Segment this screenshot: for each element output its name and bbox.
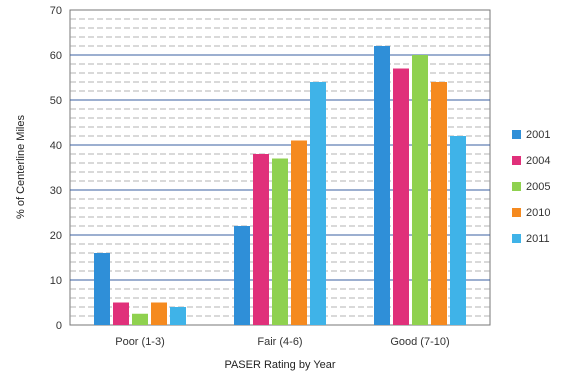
x-axis-title: PASER Rating by Year xyxy=(224,359,335,371)
y-tick-label: 10 xyxy=(50,275,62,287)
bar-2011-0 xyxy=(170,307,186,325)
x-tick-label: Poor (1-3) xyxy=(115,336,165,348)
bar-2004-2 xyxy=(393,68,409,325)
y-tick-label: 40 xyxy=(50,140,62,152)
y-axis-title: % of Centerline Miles xyxy=(15,115,27,219)
y-tick-label: 60 xyxy=(50,50,62,62)
bar-2001-1 xyxy=(234,226,250,325)
bar-2004-0 xyxy=(113,302,129,325)
x-tick-label: Good (7-10) xyxy=(390,336,449,348)
legend-label: 2001 xyxy=(526,129,550,141)
bar-series-group xyxy=(94,46,466,325)
legend-label: 2005 xyxy=(526,181,550,193)
bar-2010-2 xyxy=(431,82,447,325)
bar-2005-1 xyxy=(272,158,288,325)
bar-2005-0 xyxy=(132,313,148,325)
bar-2011-1 xyxy=(310,82,326,325)
x-axis-ticks: Poor (1-3) Fair (4-6) Good (7-10) xyxy=(115,336,449,348)
legend-label: 2010 xyxy=(526,207,550,219)
y-tick-label: 70 xyxy=(50,5,62,17)
bar-2010-0 xyxy=(151,302,167,325)
legend-label: 2004 xyxy=(526,155,550,167)
bar-2001-0 xyxy=(94,253,110,325)
y-tick-label: 20 xyxy=(50,230,62,242)
legend-swatch xyxy=(512,130,521,139)
bar-2011-2 xyxy=(450,136,466,325)
x-tick-label: Fair (4-6) xyxy=(257,336,302,348)
legend-swatch xyxy=(512,208,521,217)
legend-swatch xyxy=(512,182,521,191)
y-tick-label: 0 xyxy=(56,320,62,332)
bar-2001-2 xyxy=(374,46,390,325)
bar-2005-2 xyxy=(412,55,428,325)
bar-2004-1 xyxy=(253,154,269,325)
y-axis-ticks: 0 10 20 30 40 50 60 70 xyxy=(50,5,62,332)
legend-swatch xyxy=(512,156,521,165)
legend-label: 2011 xyxy=(526,233,550,245)
legend-swatch xyxy=(512,234,521,243)
bar-2010-1 xyxy=(291,140,307,325)
y-tick-label: 30 xyxy=(50,185,62,197)
y-tick-label: 50 xyxy=(50,95,62,107)
legend: 2001 2004 2005 2010 2011 xyxy=(512,129,550,245)
